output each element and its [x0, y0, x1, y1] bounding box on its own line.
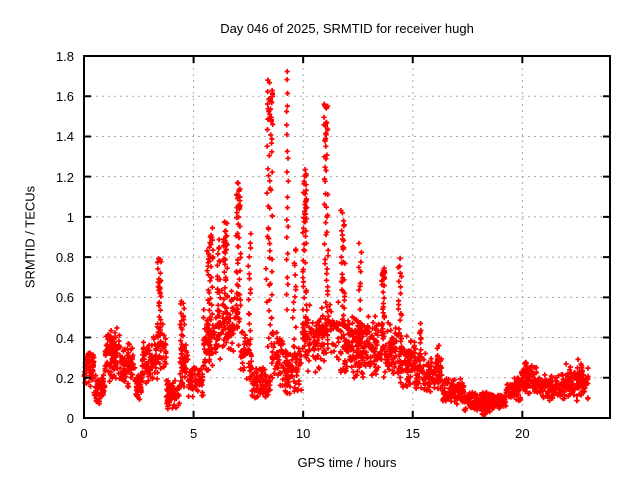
y-tick-label: 0.4 — [55, 330, 74, 346]
y-tick-label: 1 — [66, 209, 74, 225]
y-tick-label: 0.8 — [55, 250, 74, 266]
chart-title: Day 046 of 2025, SRMTID for receiver hug… — [220, 21, 474, 36]
x-tick-label: 20 — [515, 426, 530, 441]
x-axis-label: GPS time / hours — [297, 455, 397, 470]
y-tick-label: 0.6 — [55, 290, 74, 306]
x-tick-label: 10 — [295, 426, 311, 441]
y-tick-label: 0.2 — [55, 370, 74, 386]
y-tick-label: 1.8 — [55, 49, 74, 64]
x-tick-label: 15 — [405, 426, 420, 441]
x-tick-label: 5 — [189, 426, 198, 441]
x-tick-label: 0 — [80, 426, 88, 441]
scatter-points — [81, 68, 591, 419]
y-tick-label: 1.6 — [55, 89, 74, 105]
plot-frame — [83, 55, 611, 419]
y-tick-label: 0 — [66, 411, 74, 426]
y-tick-label: 1.4 — [55, 129, 74, 145]
y-tick-label: 1.2 — [55, 169, 74, 185]
